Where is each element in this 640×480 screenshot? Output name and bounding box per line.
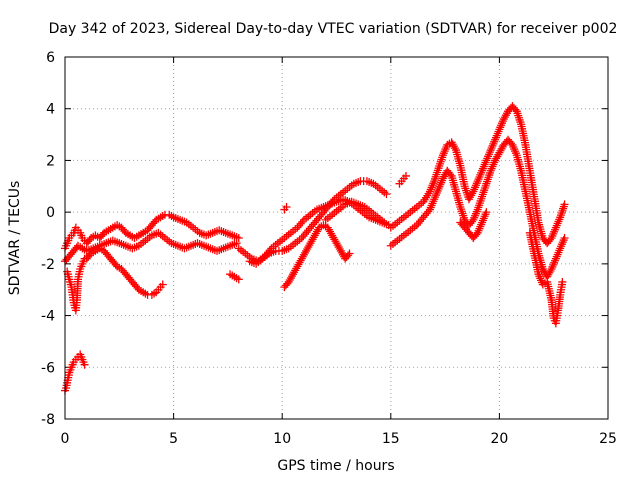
y-tick-label: 4 (46, 102, 55, 118)
data-point-fill (450, 144, 459, 153)
data-point (482, 208, 491, 217)
y-tick-label: 2 (46, 153, 55, 169)
y-tick-label: -2 (41, 257, 55, 273)
x-tick-label: 10 (273, 431, 291, 447)
data-point (234, 234, 243, 242)
y-tick-label: -6 (41, 360, 55, 376)
data-point (402, 171, 411, 180)
axis-ticks: 0 5 10 15 20 25 -8 -6 -4 -2 0 2 4 6 (41, 50, 617, 447)
x-tick-label: 15 (382, 431, 400, 447)
data-point (345, 249, 354, 258)
data-point (558, 277, 567, 286)
data-point (80, 360, 89, 369)
x-tick-label: 0 (61, 431, 70, 447)
data-point (158, 280, 167, 289)
x-tick-label: 5 (169, 431, 178, 447)
data-point (232, 239, 241, 248)
y-axis-label: SDTVAR / TECUs (7, 181, 23, 296)
data-point (382, 190, 391, 199)
data-point (560, 200, 569, 209)
y-tick-label: 0 (46, 205, 55, 221)
chart-title: Day 342 of 2023, Sidereal Day-to-day VTE… (49, 21, 618, 37)
data-point (282, 202, 291, 211)
plot-frame (64, 56, 609, 420)
data-point-fill (424, 207, 433, 216)
x-tick-label: 20 (490, 431, 508, 447)
y-tick-label: -4 (41, 309, 55, 325)
data-point-fill (328, 197, 337, 206)
y-tick-label: 6 (46, 50, 55, 66)
data-point-fill (546, 266, 555, 275)
y-tick-label: -8 (41, 412, 55, 428)
data-point-fill (468, 189, 477, 198)
data-point (560, 234, 569, 242)
data-point-fill (344, 251, 353, 260)
x-axis-label: GPS time / hours (277, 458, 394, 474)
data-point (234, 275, 243, 284)
data-point (380, 218, 389, 227)
x-tick-label: 25 (599, 431, 617, 447)
data-point-fill (298, 217, 307, 226)
data-point (80, 254, 89, 263)
data-marks (61, 102, 569, 395)
